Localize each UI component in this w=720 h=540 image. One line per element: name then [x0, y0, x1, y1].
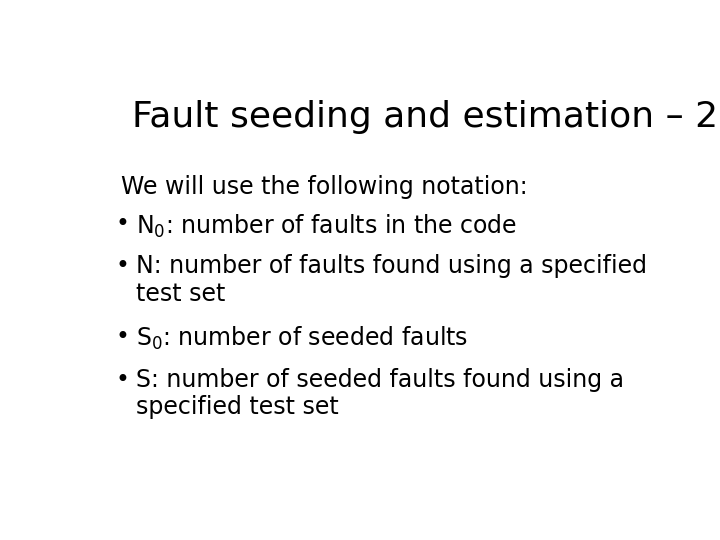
- Text: We will use the following notation:: We will use the following notation:: [121, 175, 527, 199]
- Text: S: number of seeded faults found using a: S: number of seeded faults found using a: [136, 368, 624, 392]
- Text: •: •: [115, 254, 129, 278]
- Text: •: •: [115, 325, 129, 349]
- Text: N$_{0}$: number of faults in the code: N$_{0}$: number of faults in the code: [136, 212, 517, 240]
- Text: N: number of faults found using a specified: N: number of faults found using a specif…: [136, 254, 647, 278]
- Text: S$_{0}$: number of seeded faults: S$_{0}$: number of seeded faults: [136, 325, 468, 352]
- Text: Fault seeding and estimation – 2: Fault seeding and estimation – 2: [132, 100, 718, 134]
- Text: •: •: [115, 212, 129, 237]
- Text: specified test set: specified test set: [136, 395, 338, 420]
- Text: •: •: [115, 368, 129, 392]
- Text: test set: test set: [136, 282, 225, 306]
